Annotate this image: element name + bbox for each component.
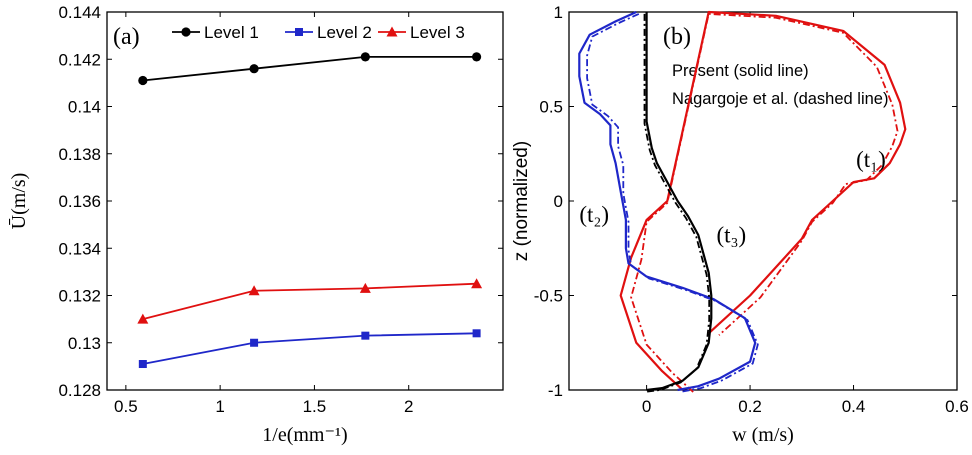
panel-a-marker-series-3 — [248, 285, 260, 296]
panel-a-y-tick-label: 0.142 — [58, 50, 101, 69]
panel-a-line-series-2 — [142, 332, 477, 365]
panel-a-marker-series-2 — [250, 338, 259, 347]
annotation-nagargoje: Nagargoje et al. (dashed line) — [672, 90, 888, 108]
panel-b-label: (b) — [663, 24, 691, 50]
legend-marker-2 — [295, 28, 303, 36]
panel-b-x-tick-label: 0 — [642, 397, 651, 416]
legend-label-2: Level 2 — [317, 23, 372, 42]
panel-b-y-tick-label: 0 — [554, 192, 563, 211]
curve-label-2: (t₂) — [579, 202, 609, 227]
curve-label-3: (t₃) — [716, 223, 746, 248]
panel-a-y-tick-label: 0.13 — [68, 334, 101, 353]
panel-b-line-t1-present — [619, 10, 907, 391]
panel-a-chart: 0.5 1 1.5 2 0.128 0.13 0.132 0.134 0.136 0.138 0.1… — [8, 3, 504, 446]
panel-a-marker-series-2 — [361, 331, 370, 340]
legend-label-1: Level 1 — [204, 23, 259, 42]
panel-a-y-axis-label: Ū(m/s) — [8, 173, 30, 230]
legend-marker-3 — [386, 26, 398, 37]
panel-a-marker-series-3 — [137, 313, 149, 324]
panel-a-x-tick-label: 2 — [404, 397, 413, 416]
panel-a-y-tick-label: 0.14 — [68, 98, 101, 117]
panel-a-x-tick-label: 1.5 — [303, 397, 327, 416]
panel-a-y-tick-label: 0.144 — [58, 3, 101, 22]
panel-b-chart: 0 0.2 0.4 0.6 -1 -0.5 0 0.5 1 w (m/s) z (normalize… — [511, 3, 969, 446]
panel-b-line-t1-reference — [630, 12, 899, 393]
panel-a-marker-series-3 — [359, 282, 371, 293]
panel-b-y-tick-label: 1 — [554, 3, 563, 22]
panel-b-x-tick-label: 0.6 — [945, 397, 969, 416]
panel-b-line-t2-reference — [586, 13, 759, 393]
legend-label-3: Level 3 — [410, 23, 465, 42]
panel-a-marker-series-3 — [471, 278, 483, 289]
panel-a-y-tick-label: 0.132 — [58, 287, 101, 306]
panel-a-y-tick-label: 0.136 — [58, 192, 101, 211]
panel-a-line-series-3 — [142, 282, 477, 320]
panel-a-x-tick-label: 0.5 — [114, 397, 138, 416]
panel-a-marker-series-1 — [472, 52, 482, 62]
panel-a-label: (a) — [113, 24, 140, 50]
panel-a-y-tick-label: 0.128 — [58, 381, 101, 400]
panel-b-x-axis-label: w (m/s) — [732, 424, 794, 446]
panel-b-line-t3-present — [645, 12, 713, 392]
panel-b-x-tick-label: 0.2 — [738, 397, 762, 416]
panel-b-y-tick-label: 0.5 — [539, 98, 563, 117]
panel-a-x-axis-label: 1/e(mm⁻¹) — [262, 424, 347, 446]
legend-marker-1 — [181, 27, 191, 37]
panel-a-marker-series-1 — [249, 64, 259, 74]
panel-b-y-tick-label: -0.5 — [534, 287, 563, 306]
annotation-present: Present (solid line) — [672, 62, 809, 80]
panel-b-y-tick-label: -1 — [548, 381, 563, 400]
panel-a-x-tick-label: 1 — [215, 397, 224, 416]
panel-a-marker-series-1 — [138, 75, 148, 86]
panel-a-y-tick-label: 0.138 — [58, 145, 101, 164]
curve-label-1: (t₁) — [856, 147, 886, 172]
panel-b-x-tick-label: 0.4 — [842, 397, 866, 416]
panel-a-marker-series-1 — [360, 52, 370, 62]
panel-a-marker-series-2 — [138, 360, 147, 369]
panel-b-y-axis-label: z (normalized) — [511, 141, 532, 261]
panel-b-line-t2-present — [578, 10, 757, 392]
panel-b-line-t3-reference — [643, 13, 711, 393]
panel-a-y-tick-label: 0.134 — [58, 239, 101, 258]
panel-a-line-series-1 — [142, 55, 477, 82]
panel-a-marker-series-2 — [472, 329, 481, 338]
